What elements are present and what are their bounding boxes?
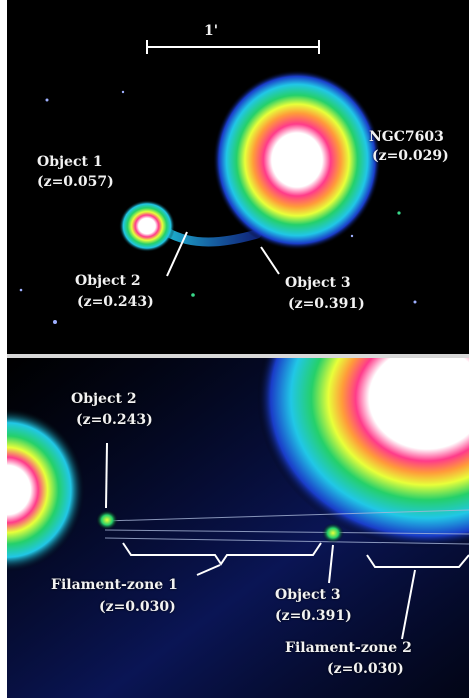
object3-redshift-bottom: (z=0.391) <box>275 608 352 624</box>
bottom-panel-graphics <box>7 358 469 698</box>
scale-bar <box>146 40 320 54</box>
filament-zone2-bracket <box>366 554 469 568</box>
object2-knot <box>96 510 118 530</box>
object2-arrow-bottom <box>105 442 108 509</box>
object3-redshift: (z=0.391) <box>288 296 365 312</box>
ngc7603-name: NGC7603 <box>369 129 444 145</box>
object3-knot <box>322 523 344 543</box>
object1-name: Object 1 <box>37 154 103 170</box>
object1-halo <box>7 408 85 572</box>
top-panel-image: 1' NGC7603 (z=0.029) Object 1 (z=0.057) … <box>7 0 469 354</box>
object2-arrow <box>166 231 188 277</box>
filament-zone2-redshift: (z=0.030) <box>327 661 404 677</box>
filament-zone1-bracket <box>122 542 322 566</box>
object2-name-bottom: Object 2 <box>71 391 137 407</box>
filament-zone1-redshift: (z=0.030) <box>99 599 176 615</box>
ngc7603-galaxy <box>213 70 381 250</box>
top-panel-graphics <box>19 40 417 324</box>
object2-redshift: (z=0.243) <box>77 294 154 310</box>
object3-name-bottom: Object 3 <box>275 587 341 603</box>
object3-arrow-bottom <box>328 544 334 584</box>
luminous-bridge <box>162 227 262 247</box>
object3-name: Object 3 <box>285 275 351 291</box>
object2-redshift-bottom: (z=0.243) <box>76 412 153 428</box>
scale-bar-label: 1' <box>204 23 219 39</box>
object3-arrow <box>260 246 280 275</box>
panel-divider <box>7 354 469 358</box>
ngc7603-redshift: (z=0.029) <box>372 148 449 164</box>
object1-galaxy <box>119 200 175 252</box>
filament-zone1-arrow <box>196 564 221 576</box>
bottom-panel-image: Object 2 (z=0.243) Filament-zone 1 (z=0.… <box>7 358 469 698</box>
filament-zone1-name: Filament-zone 1 <box>51 577 178 593</box>
ngc7603-halo <box>257 358 469 548</box>
object2-name: Object 2 <box>75 273 141 289</box>
object1-redshift: (z=0.057) <box>37 174 114 190</box>
filament-zone2-arrow <box>401 569 416 640</box>
filament-lines <box>104 509 469 545</box>
filament-zone2-name: Filament-zone 2 <box>285 640 412 656</box>
